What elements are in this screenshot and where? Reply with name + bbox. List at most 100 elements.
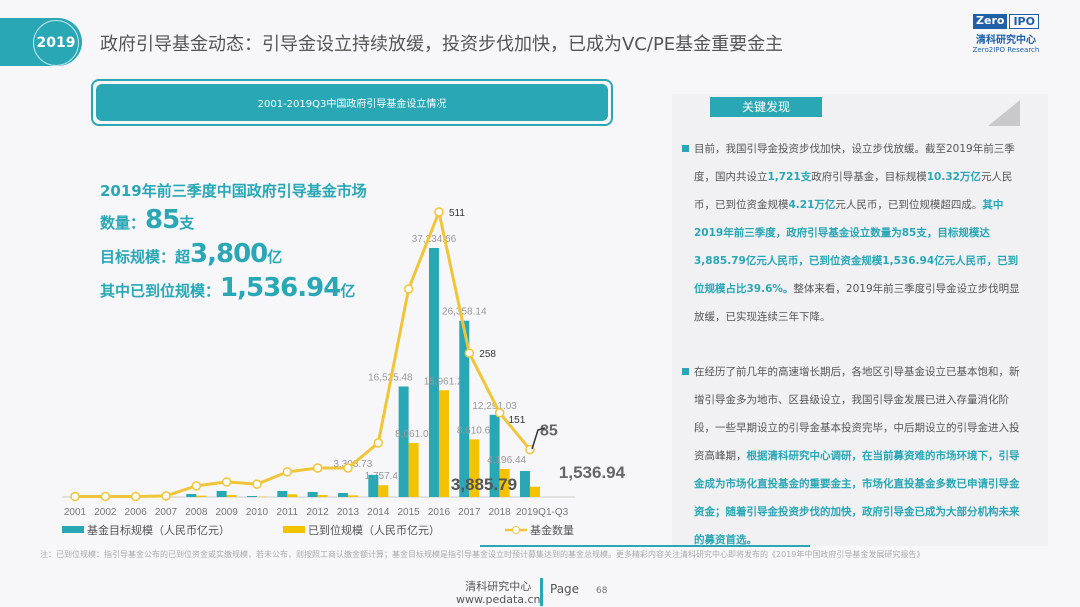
finding-text: 政府引导基金，目标规模 bbox=[811, 171, 927, 183]
target-label: 目标规模：超 bbox=[100, 248, 191, 266]
x-tick-label: 2018 bbox=[488, 507, 511, 518]
footer-org: 清科研究中心 www.pedata.cn bbox=[456, 580, 541, 606]
x-tick-label: 2015 bbox=[398, 507, 421, 518]
key-findings-panel bbox=[672, 94, 1048, 546]
x-tick-label: 2002 bbox=[94, 507, 117, 518]
finding-text: 其中2019年前三季度，政府引导基金设立数量为85支，目标规模达3,885.79… bbox=[694, 199, 1019, 295]
point-count bbox=[494, 408, 505, 418]
bar-target bbox=[246, 495, 257, 497]
bar-paid bbox=[196, 495, 207, 497]
x-tick-label: 2014 bbox=[367, 507, 390, 518]
point-count bbox=[434, 207, 444, 217]
point-count bbox=[161, 491, 171, 501]
paid-unit: 亿 bbox=[340, 282, 356, 300]
x-tick-label: 2012 bbox=[307, 507, 330, 518]
point-count bbox=[403, 284, 414, 294]
footer-line bbox=[480, 545, 810, 547]
key-findings-heading: 关键发现 bbox=[710, 97, 822, 117]
legend-marker bbox=[512, 526, 520, 534]
finding-text: 1,721支 bbox=[767, 171, 812, 183]
page-number: 68 bbox=[596, 586, 608, 596]
page-title: 政府引导基金动态：引导金设立持续放缓，投资步伐加快，已成为VC/PE基金重要金主 bbox=[100, 34, 784, 55]
logo-cn: 清科研究中心 bbox=[976, 35, 1036, 46]
point-count bbox=[282, 467, 293, 477]
bar-target bbox=[277, 490, 288, 497]
page-label: Page bbox=[550, 582, 580, 596]
data-label-target-emphasis: 3,885.79 bbox=[451, 475, 517, 494]
bar-target bbox=[459, 320, 470, 497]
bar-paid bbox=[499, 468, 510, 497]
target-unit: 亿 bbox=[267, 248, 283, 266]
point-count bbox=[252, 479, 262, 489]
summary: 2019年前三季度中国政府引导基金市场 数量：85支 目标规模：超3,800亿 … bbox=[100, 180, 367, 303]
chart-title-box: 2001-2019Q3中国政府引导基金设立情况 bbox=[91, 79, 613, 126]
finding-text: 4.21万亿 bbox=[788, 199, 836, 211]
logo-ipo: IPO bbox=[1009, 14, 1039, 29]
bar-target bbox=[216, 490, 227, 497]
point-count bbox=[221, 477, 232, 487]
finding-text: 整体来看，2019年前三季度引导金设立步伐明显放缓，已实现连续三年下降。 bbox=[694, 283, 1020, 323]
callout-line bbox=[531, 427, 546, 450]
finding-text: 10.32万亿 bbox=[926, 171, 981, 183]
finding-text: 目前，我国引导金投资步伐加快，设立步伐放缓。截至2019年前三季度，国内共设立 bbox=[694, 143, 1015, 183]
x-tick-label: 2006 bbox=[125, 507, 148, 518]
data-label-count: 151 bbox=[509, 415, 526, 426]
finding-paragraph-2: 在经历了前几年的高速增长期后，各地区引导基金设立已基本饱和，新增引导金多为地市、… bbox=[682, 358, 1024, 554]
x-tick-label: 2008 bbox=[185, 507, 208, 518]
bar-paid bbox=[347, 495, 358, 497]
bar-paid bbox=[378, 485, 389, 497]
point-count bbox=[191, 481, 202, 491]
footer-url[interactable]: www.pedata.cn bbox=[456, 593, 541, 606]
bar-target bbox=[519, 471, 530, 497]
point-count bbox=[130, 491, 141, 502]
x-tick-label: 2010 bbox=[246, 507, 269, 518]
bar-paid bbox=[317, 494, 328, 497]
chart-title: 2001-2019Q3中国政府引导基金设立情况 bbox=[96, 84, 608, 121]
legend-label: 已到位规模（人民币亿元） bbox=[308, 523, 440, 537]
target-value: 3,800 bbox=[190, 239, 268, 269]
corner-fold bbox=[988, 100, 1020, 126]
footer-divider bbox=[540, 578, 543, 606]
x-tick-label: 2001 bbox=[64, 507, 87, 518]
data-label-count: 511 bbox=[449, 208, 465, 219]
data-label-paid-emphasis: 1,536.94 bbox=[559, 463, 626, 482]
x-tick-label: 2007 bbox=[155, 507, 178, 518]
paid-label: 其中已到位规模： bbox=[100, 282, 221, 300]
count-unit: 支 bbox=[179, 214, 195, 232]
legend-swatch bbox=[62, 526, 84, 533]
bar-paid bbox=[287, 494, 298, 497]
bar-paid bbox=[469, 439, 480, 497]
data-label-target: 26,358.14 bbox=[442, 307, 487, 318]
data-label-target: 37,234.66 bbox=[412, 234, 457, 245]
point-count bbox=[70, 491, 80, 502]
legend-swatch bbox=[283, 526, 305, 533]
finding-text: 元人民币，已到位资金规模 bbox=[694, 171, 1013, 211]
finding-text: 在经历了前几年的高速增长期后，各地区引导基金设立已基本饱和，新增引导金多为地市、… bbox=[694, 366, 1020, 462]
point-count bbox=[312, 463, 323, 473]
x-tick-label: 2013 bbox=[337, 507, 360, 518]
bar-target bbox=[428, 248, 439, 497]
bullet-icon bbox=[682, 368, 689, 375]
count-label: 数量： bbox=[100, 214, 146, 232]
bar-target bbox=[337, 492, 348, 497]
finding-text: 元人民币，已到位规模超四成。 bbox=[835, 199, 983, 211]
bar-paid bbox=[408, 443, 419, 497]
point-count bbox=[100, 491, 111, 502]
logo-zero: Zero bbox=[973, 14, 1008, 29]
point-count bbox=[373, 438, 384, 448]
finding-paragraph-1: 目前，我国引导金投资步伐加快，设立步伐放缓。截至2019年前三季度，国内共设立1… bbox=[682, 135, 1024, 331]
x-tick-label: 2017 bbox=[458, 507, 481, 518]
x-tick-label: 2009 bbox=[216, 507, 239, 518]
data-label-paid: 1,757.4 bbox=[365, 471, 399, 482]
data-label-paid: 15,961.24 bbox=[424, 376, 469, 387]
footer-org-name: 清科研究中心 bbox=[465, 580, 532, 593]
logo: Zero IPO 清科研究中心 Zero2IPO Research bbox=[964, 14, 1048, 54]
bar-target bbox=[307, 491, 318, 497]
data-label-count: 258 bbox=[479, 349, 496, 360]
bar-target bbox=[398, 386, 409, 497]
x-tick-label: 2016 bbox=[428, 507, 451, 518]
bar-paid bbox=[529, 486, 540, 497]
paid-value: 1,536.94 bbox=[220, 273, 341, 303]
legend-label: 基金目标规模（人民币亿元） bbox=[87, 523, 230, 537]
